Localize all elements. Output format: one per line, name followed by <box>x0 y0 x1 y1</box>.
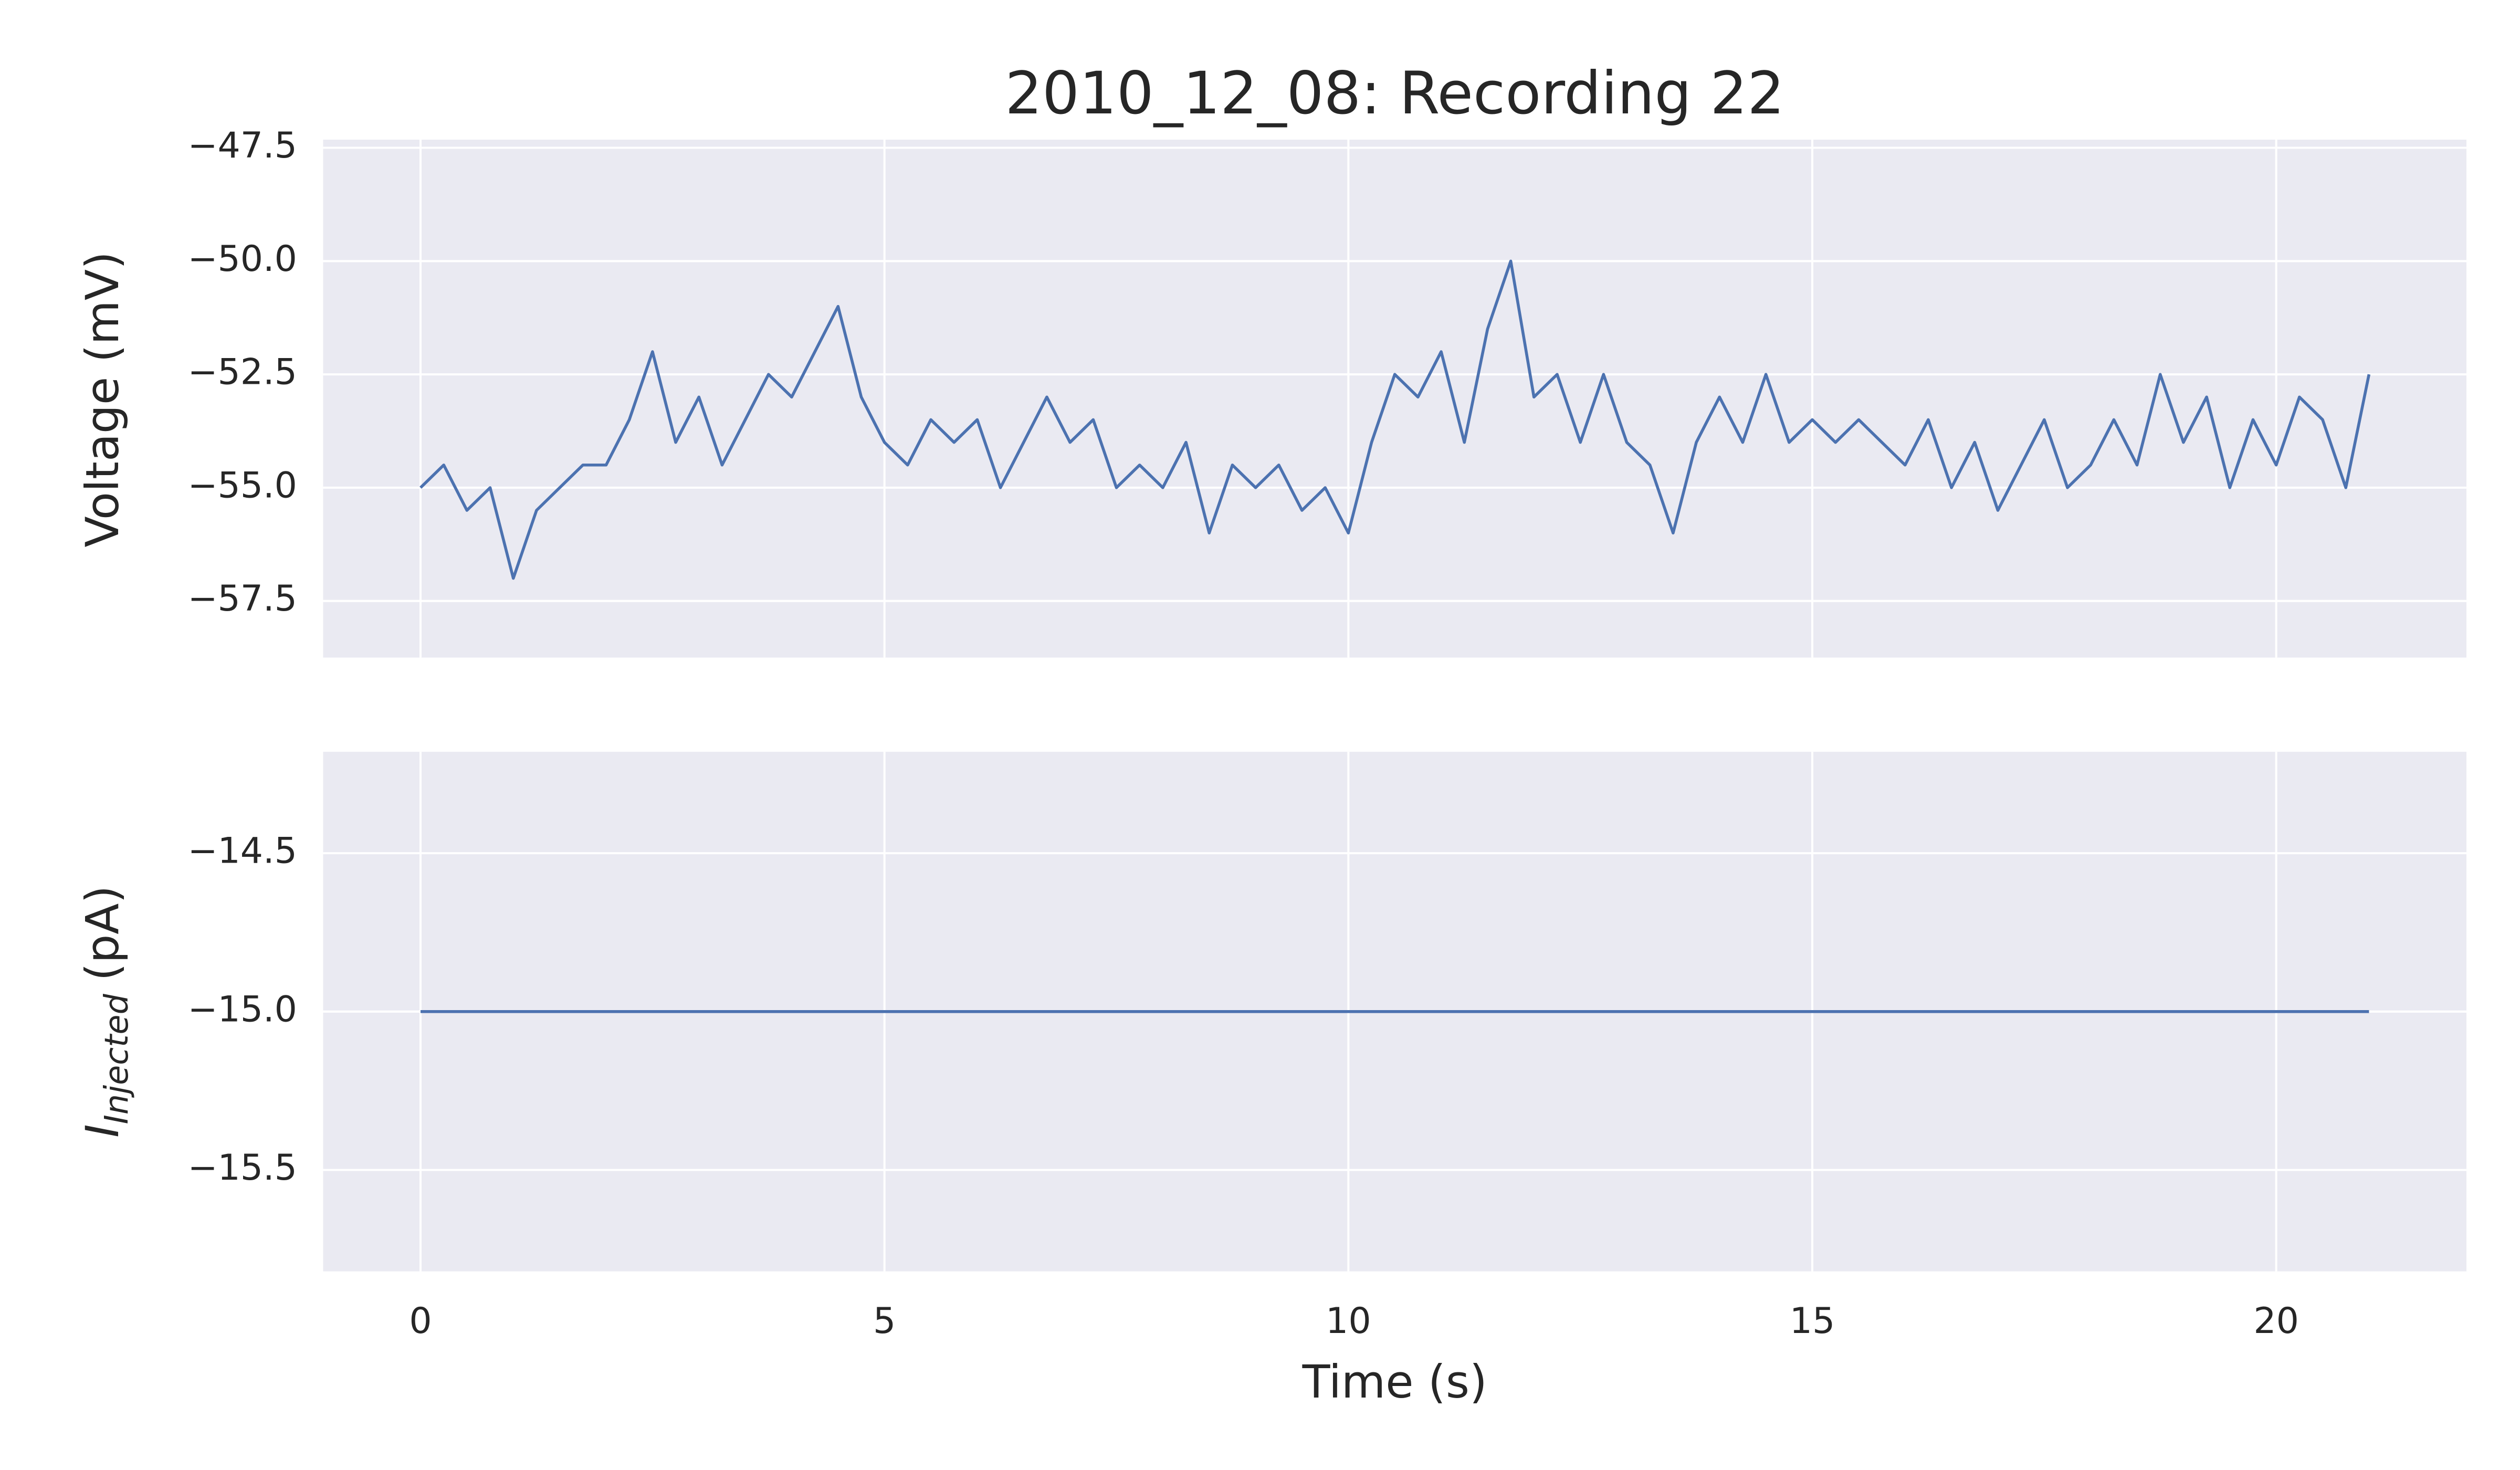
x-tick-label: 10 <box>1326 1300 1371 1342</box>
x-tick-label: 15 <box>1790 1300 1835 1342</box>
y-label-subscript: Injected <box>98 993 135 1124</box>
y-tick-label: −55.0 <box>187 465 297 506</box>
y-tick-label: −57.5 <box>187 578 297 620</box>
y-label-symbol: I <box>77 1124 129 1138</box>
y-axis-label: IInjected (pA) <box>77 886 135 1138</box>
y-tick-label: −15.5 <box>187 1147 297 1189</box>
x-tick-label: 0 <box>409 1300 432 1342</box>
x-axis-label: Time (s) <box>1302 1356 1487 1409</box>
y-tick-label: −14.5 <box>187 831 297 872</box>
y-tick-label: −47.5 <box>187 125 297 166</box>
x-tick-label: 5 <box>873 1300 896 1342</box>
y-axis-label: Voltage (mV) <box>77 251 129 547</box>
y-tick-label: −15.0 <box>187 989 297 1030</box>
x-tick-label: 20 <box>2253 1300 2299 1342</box>
data-line <box>419 259 2371 580</box>
y-label-unit: (pA) <box>77 886 129 981</box>
y-tick-label: −52.5 <box>187 352 297 393</box>
y-tick-label: −50.0 <box>187 238 297 280</box>
chart-title: 2010_12_08: Recording 22 <box>1005 60 1784 128</box>
plot-area <box>323 139 2466 658</box>
